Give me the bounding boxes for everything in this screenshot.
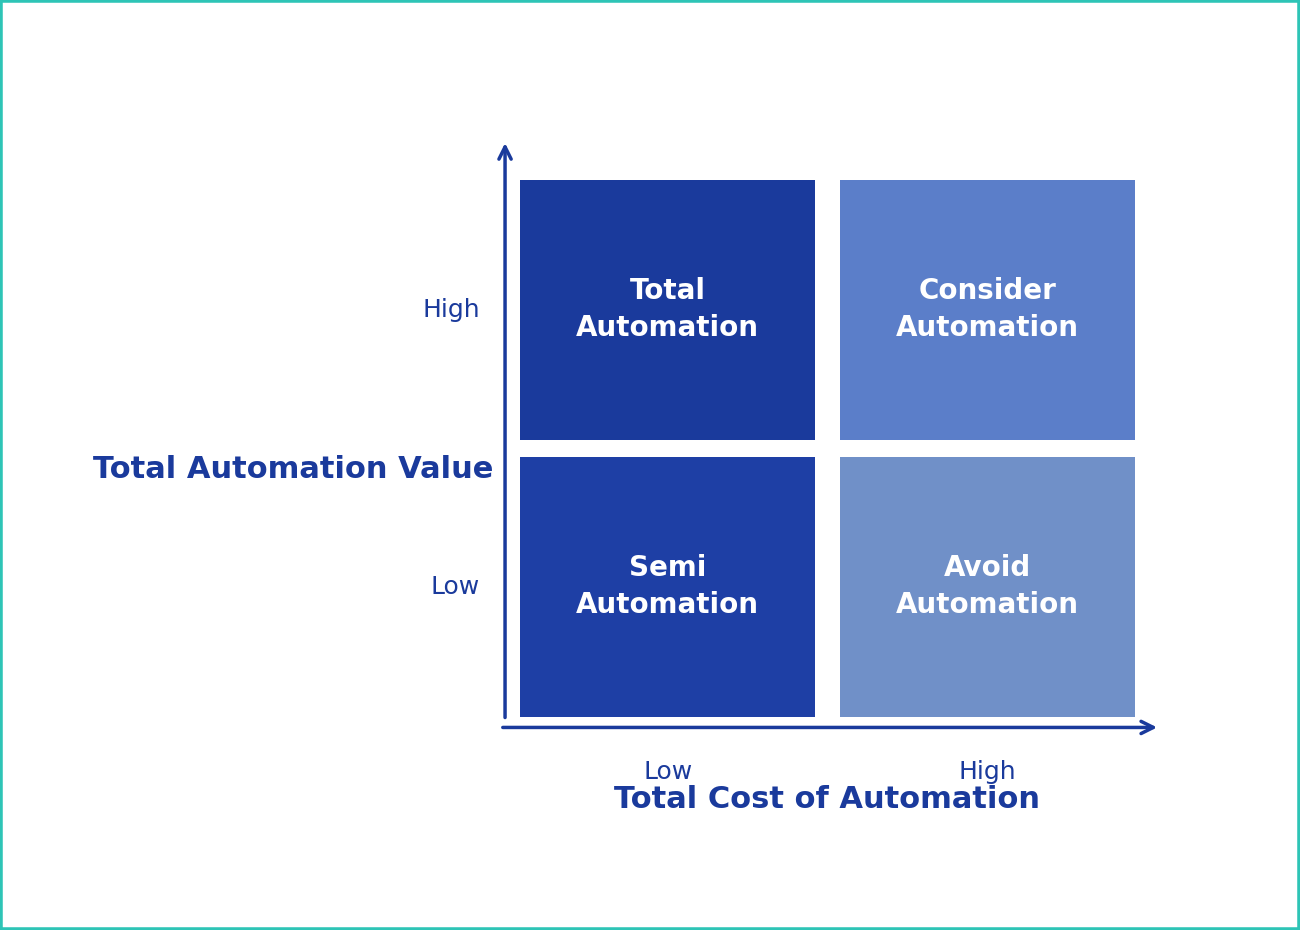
Text: Low: Low (644, 760, 693, 784)
Text: Avoid
Automation: Avoid Automation (896, 554, 1079, 619)
Bar (840, 179, 1135, 440)
Text: High: High (958, 760, 1017, 784)
Bar (520, 179, 815, 440)
Text: Total Cost of Automation: Total Cost of Automation (615, 785, 1040, 814)
Text: Total Automation Value: Total Automation Value (94, 455, 494, 485)
Bar (840, 457, 1135, 717)
Text: High: High (422, 298, 480, 322)
Text: Total
Automation: Total Automation (576, 277, 759, 342)
Text: Semi
Automation: Semi Automation (576, 554, 759, 619)
Text: Low: Low (430, 575, 480, 599)
Text: Consider
Automation: Consider Automation (896, 277, 1079, 342)
Bar (520, 457, 815, 717)
